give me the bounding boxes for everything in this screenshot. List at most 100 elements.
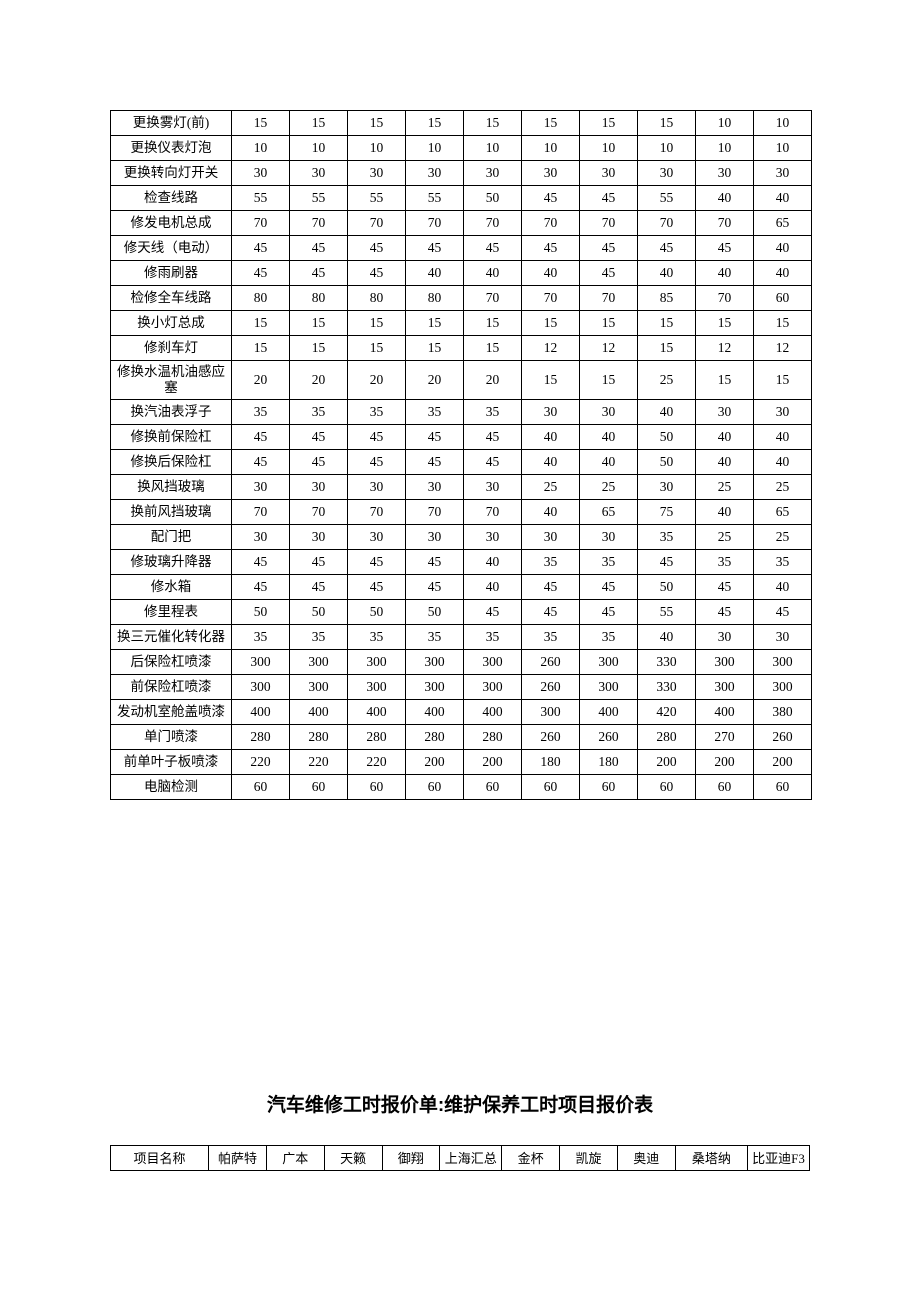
- value-cell: 45: [348, 575, 406, 600]
- value-cell: 12: [522, 336, 580, 361]
- value-cell: 200: [696, 750, 754, 775]
- value-cell: 12: [580, 336, 638, 361]
- table-row: 修换前保险杠45454545454040504040: [111, 425, 812, 450]
- value-cell: 20: [406, 361, 464, 400]
- value-cell: 12: [696, 336, 754, 361]
- value-cell: 35: [290, 625, 348, 650]
- value-cell: 60: [290, 775, 348, 800]
- value-cell: 300: [290, 675, 348, 700]
- value-cell: 30: [348, 475, 406, 500]
- item-name-cell: 更换雾灯(前): [111, 111, 232, 136]
- value-cell: 45: [464, 236, 522, 261]
- value-cell: 50: [406, 600, 464, 625]
- value-cell: 30: [754, 625, 812, 650]
- value-cell: 45: [580, 186, 638, 211]
- value-cell: 20: [290, 361, 348, 400]
- value-cell: 300: [696, 675, 754, 700]
- value-cell: 10: [696, 111, 754, 136]
- item-name-cell: 修换后保险杠: [111, 450, 232, 475]
- value-cell: 35: [290, 400, 348, 425]
- value-cell: 35: [522, 625, 580, 650]
- value-cell: 300: [348, 650, 406, 675]
- item-name-cell: 检查线路: [111, 186, 232, 211]
- value-cell: 260: [754, 725, 812, 750]
- table-row: 修雨刷器45454540404045404040: [111, 261, 812, 286]
- table-row: 后保险杠喷漆300300300300300260300330300300: [111, 650, 812, 675]
- value-cell: 50: [232, 600, 290, 625]
- value-cell: 30: [754, 161, 812, 186]
- value-cell: 40: [696, 425, 754, 450]
- value-cell: 70: [696, 211, 754, 236]
- value-cell: 280: [348, 725, 406, 750]
- value-cell: 30: [406, 475, 464, 500]
- item-name-cell: 后保险杠喷漆: [111, 650, 232, 675]
- header-cell: 金杯: [502, 1146, 560, 1171]
- value-cell: 30: [232, 161, 290, 186]
- value-cell: 70: [638, 211, 696, 236]
- value-cell: 45: [406, 236, 464, 261]
- value-cell: 15: [406, 336, 464, 361]
- item-name-cell: 前单叶子板喷漆: [111, 750, 232, 775]
- value-cell: 15: [232, 311, 290, 336]
- item-name-cell: 修刹车灯: [111, 336, 232, 361]
- value-cell: 280: [638, 725, 696, 750]
- value-cell: 70: [348, 500, 406, 525]
- value-cell: 60: [754, 286, 812, 311]
- value-cell: 30: [464, 161, 522, 186]
- header-cell: 帕萨特: [209, 1146, 267, 1171]
- value-cell: 40: [754, 575, 812, 600]
- value-cell: 35: [406, 400, 464, 425]
- item-name-cell: 更换仪表灯泡: [111, 136, 232, 161]
- table-row: 发动机室舱盖喷漆400400400400400300400420400380: [111, 700, 812, 725]
- header-cell: 天籁: [324, 1146, 382, 1171]
- value-cell: 40: [580, 450, 638, 475]
- value-cell: 25: [580, 475, 638, 500]
- value-cell: 15: [464, 311, 522, 336]
- item-name-cell: 前保险杠喷漆: [111, 675, 232, 700]
- value-cell: 45: [232, 575, 290, 600]
- document-page: 更换雾灯(前)15151515151515151010更换仪表灯泡1010101…: [0, 0, 920, 1171]
- value-cell: 35: [638, 525, 696, 550]
- value-cell: 80: [232, 286, 290, 311]
- value-cell: 280: [290, 725, 348, 750]
- value-cell: 15: [232, 111, 290, 136]
- value-cell: 45: [232, 550, 290, 575]
- value-cell: 35: [580, 550, 638, 575]
- table-row: 更换转向灯开关30303030303030303030: [111, 161, 812, 186]
- table-2-header-row: 项目名称 帕萨特 广本 天籁 御翔 上海汇总 金杯 凯旋 奥迪 桑塔纳 比亚迪F…: [111, 1146, 810, 1171]
- value-cell: 45: [464, 600, 522, 625]
- value-cell: 25: [696, 475, 754, 500]
- value-cell: 50: [464, 186, 522, 211]
- value-cell: 30: [406, 525, 464, 550]
- value-cell: 20: [464, 361, 522, 400]
- value-cell: 75: [638, 500, 696, 525]
- value-cell: 60: [580, 775, 638, 800]
- value-cell: 270: [696, 725, 754, 750]
- value-cell: 30: [754, 400, 812, 425]
- value-cell: 25: [754, 525, 812, 550]
- value-cell: 45: [580, 261, 638, 286]
- value-cell: 80: [406, 286, 464, 311]
- value-cell: 45: [232, 425, 290, 450]
- item-name-cell: 修水箱: [111, 575, 232, 600]
- value-cell: 35: [232, 625, 290, 650]
- value-cell: 30: [696, 161, 754, 186]
- value-cell: 30: [696, 400, 754, 425]
- value-cell: 10: [348, 136, 406, 161]
- value-cell: 220: [348, 750, 406, 775]
- value-cell: 15: [522, 111, 580, 136]
- value-cell: 300: [754, 650, 812, 675]
- value-cell: 15: [232, 336, 290, 361]
- value-cell: 45: [348, 450, 406, 475]
- item-name-cell: 修换前保险杠: [111, 425, 232, 450]
- value-cell: 45: [464, 425, 522, 450]
- value-cell: 35: [348, 400, 406, 425]
- value-cell: 30: [580, 161, 638, 186]
- value-cell: 40: [696, 261, 754, 286]
- value-cell: 260: [522, 675, 580, 700]
- value-cell: 70: [522, 211, 580, 236]
- value-cell: 30: [522, 525, 580, 550]
- table-row: 换小灯总成15151515151515151515: [111, 311, 812, 336]
- table-row: 修玻璃升降器45454545403535453535: [111, 550, 812, 575]
- table-row: 修里程表50505050454545554545: [111, 600, 812, 625]
